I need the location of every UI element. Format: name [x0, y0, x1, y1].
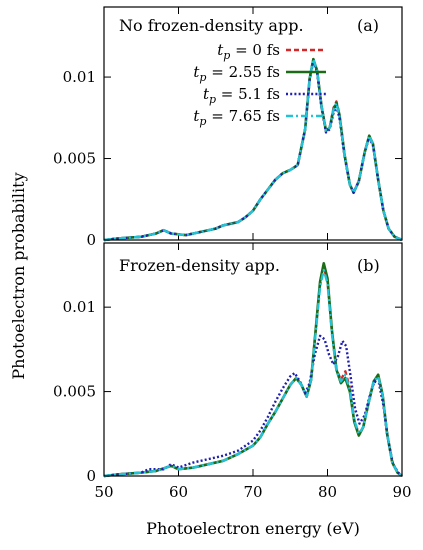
panel-b-y-tick-label: 0.005	[53, 383, 96, 401]
panel-b-frame	[103, 242, 403, 477]
x-tick-label: 60	[169, 483, 188, 501]
panel-a-plot-area: 0 0.005 0.01	[53, 7, 403, 249]
panel-b-y-tick-label: 0	[86, 467, 96, 485]
panel-a-title: No frozen-density app.	[119, 16, 304, 35]
panel-a-series-line-3	[103, 57, 403, 242]
panel-b-series-line-2	[103, 334, 403, 478]
panel-b: 50 60 70 80 90 0 0.005 0.01 Frozen-density app.…	[53, 242, 412, 501]
panel-a-tag: (a)	[357, 16, 379, 35]
x-axis-title: Photoelectron energy (eV)	[146, 519, 360, 538]
x-tick-label: 90	[392, 483, 411, 501]
panel-a: 0 0.005 0.01 No frozen-density app. (a) tp…	[53, 6, 403, 249]
legend-label-0: tp = 0 fs	[217, 41, 280, 62]
legend-label-1: tp = 2.55 fs	[193, 63, 280, 84]
panel-b-y-tick-label: 0.01	[63, 298, 96, 316]
panel-a-y-tick-label: 0	[86, 231, 96, 249]
panel-b-tag: (b)	[357, 256, 380, 275]
panel-a-y-tick-label: 0.005	[53, 150, 96, 168]
panel-a-frame	[103, 6, 403, 241]
x-tick-label: 50	[94, 483, 113, 501]
x-tick-label: 70	[243, 483, 262, 501]
panel-b-series-line-3	[103, 268, 403, 478]
x-tick-label: 80	[318, 483, 337, 501]
panel-b-plot-area: 50 60 70 80 90 0 0.005 0.01	[53, 243, 412, 501]
legend-label-2: tp = 5.1 fs	[203, 85, 280, 106]
legend-label-3: tp = 7.65 fs	[193, 107, 280, 128]
y-axis-title: Photoelectron probability	[9, 172, 28, 379]
panel-a-y-tick-label: 0.01	[63, 68, 96, 86]
panel-b-title: Frozen-density app.	[119, 256, 280, 275]
